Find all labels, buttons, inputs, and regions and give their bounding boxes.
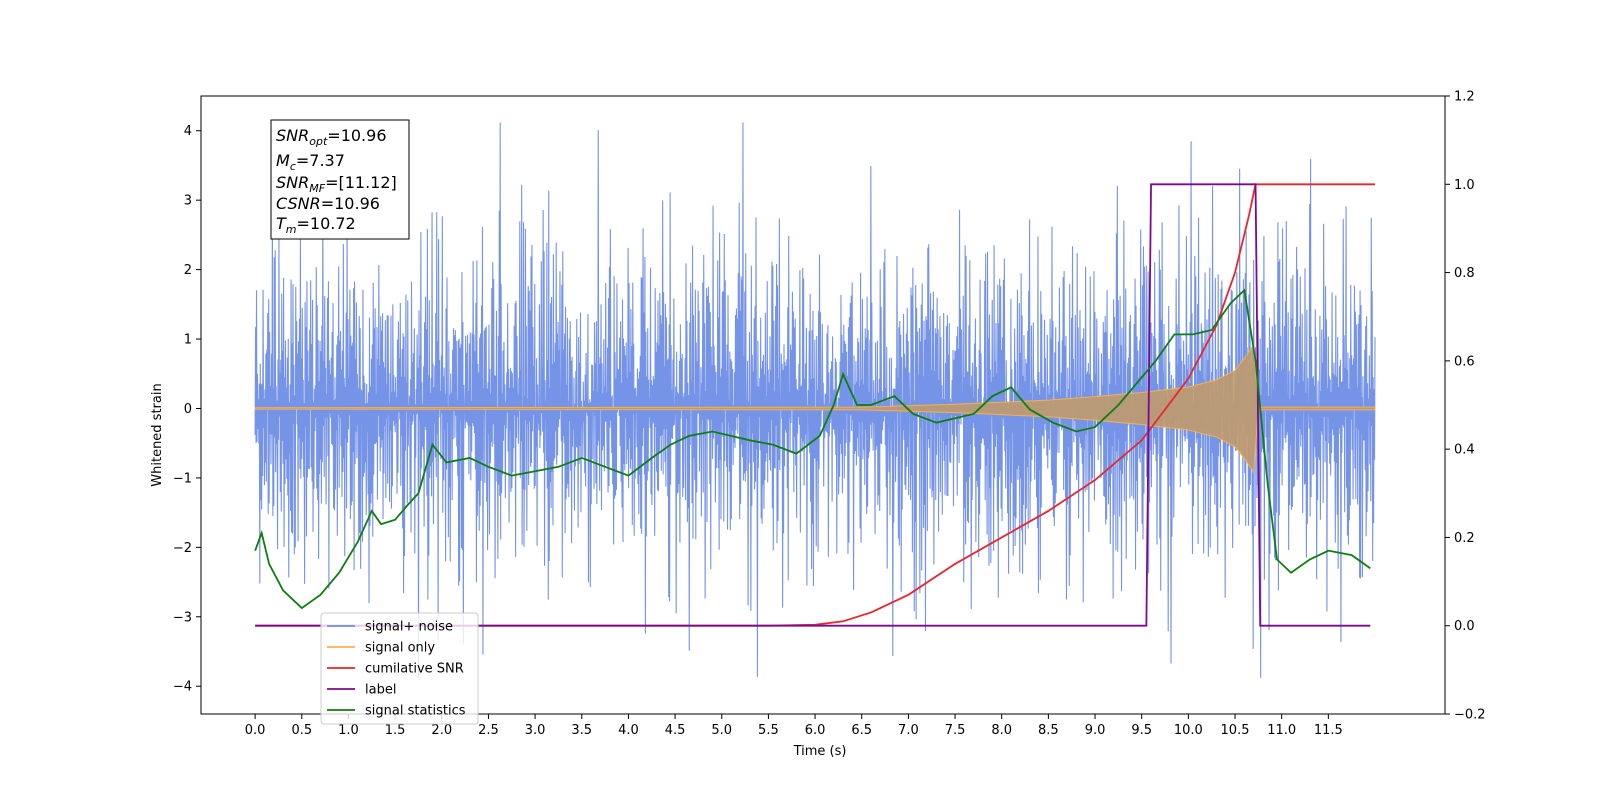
y-axis-right: 1.2 1.0 0.8 0.6 0.4 0.2 0.0 −0.2 [1445, 90, 1486, 723]
x-tick-label: 2.0 [431, 723, 452, 738]
y-tick-label: −2 [173, 541, 192, 556]
y-tick-label: 0 [184, 402, 192, 417]
legend: signal+ noise signal only cumilative SNR la… [320, 612, 479, 725]
stats-box-frame [270, 119, 410, 240]
x-tick-label: 3.5 [571, 723, 592, 738]
x-tick-label: 11.5 [1314, 723, 1343, 738]
stat-line: SNRMF=[11.12] [276, 173, 397, 195]
series-signal-only [254, 343, 1376, 474]
x-tick-label: 5.0 [711, 723, 732, 738]
x-tick-label: 0.0 [245, 723, 266, 738]
series-label [255, 183, 1371, 627]
x-tick-label: 8.0 [991, 723, 1012, 738]
x-tick-label: 2.5 [478, 723, 499, 738]
y-tick-label: −3 [173, 610, 192, 625]
y2-tick-label: 0.4 [1454, 443, 1475, 458]
y2-tick-label: 0.2 [1454, 531, 1475, 546]
x-tick-label: 7.5 [945, 723, 966, 738]
x-tick-label: 9.0 [1085, 723, 1106, 738]
y-tick-label: −4 [173, 680, 192, 695]
x-tick-label: 3.0 [525, 723, 546, 738]
series-cumulative-snr [255, 183, 1376, 627]
y-tick-label: 3 [184, 194, 192, 209]
x-tick-label: 1.0 [338, 723, 359, 738]
stat-line: Tm=10.72 [276, 214, 356, 236]
x-axis-label: Time (s) [793, 744, 847, 759]
x-tick-label: 7.0 [898, 723, 919, 738]
x-tick-label: 5.5 [758, 723, 779, 738]
x-tick-label: 9.5 [1131, 723, 1152, 738]
y-tick-label: 4 [184, 124, 192, 139]
legend-entry: signal only [365, 641, 435, 656]
x-axis: 0.0 0.5 1.0 1.5 2.0 2.5 3.0 3.5 4.0 4.5 5.0 5.5 6.0 6… [245, 714, 1343, 738]
legend-entry: signal statistics [365, 704, 466, 719]
series-signal-noise [254, 122, 1376, 678]
legend-entry: cumilative SNR [365, 662, 464, 677]
y-tick-label: 1 [184, 333, 192, 348]
y2-tick-label: 1.0 [1454, 178, 1475, 193]
y-axis-label: Whitened strain [150, 383, 165, 486]
legend-entry: label [365, 683, 396, 698]
x-tick-label: 10.5 [1221, 723, 1250, 738]
x-tick-label: 11.0 [1267, 723, 1296, 738]
stat-line: SNRopt=10.96 [276, 126, 387, 148]
plot-frame [200, 95, 1446, 715]
legend-entry: signal+ noise [365, 620, 453, 635]
x-tick-label: 6.5 [851, 723, 872, 738]
y2-tick-label: 0.8 [1454, 266, 1475, 281]
x-tick-label: 6.0 [805, 723, 826, 738]
y2-tick-label: −0.2 [1454, 708, 1486, 723]
x-tick-label: 10.0 [1174, 723, 1203, 738]
plot-area [254, 122, 1376, 678]
legend-frame [320, 612, 479, 725]
x-tick-label: 1.5 [385, 723, 406, 738]
stat-line: Mc=7.37 [276, 151, 345, 173]
series-signal-statistics [254, 288, 1371, 610]
stats-box: SNRopt=10.96 Mc=7.37SNRMF=[11.12]CSNR=10.… [270, 119, 410, 240]
y-tick-label: 2 [184, 263, 192, 278]
y-tick-label: −1 [173, 471, 192, 486]
x-tick-label: 8.5 [1038, 723, 1059, 738]
x-tick-label: 0.5 [291, 723, 312, 738]
y-axis-left: 4 3 2 1 0 −1 −2 −3 −4 [173, 124, 201, 695]
stat-line: CSNR=10.96 [276, 194, 380, 213]
y2-tick-label: 0.6 [1454, 354, 1475, 369]
y2-tick-label: 1.2 [1454, 90, 1475, 105]
x-tick-label: 4.0 [618, 723, 639, 738]
x-tick-label: 4.5 [665, 723, 686, 738]
y2-tick-label: 0.0 [1454, 619, 1475, 634]
